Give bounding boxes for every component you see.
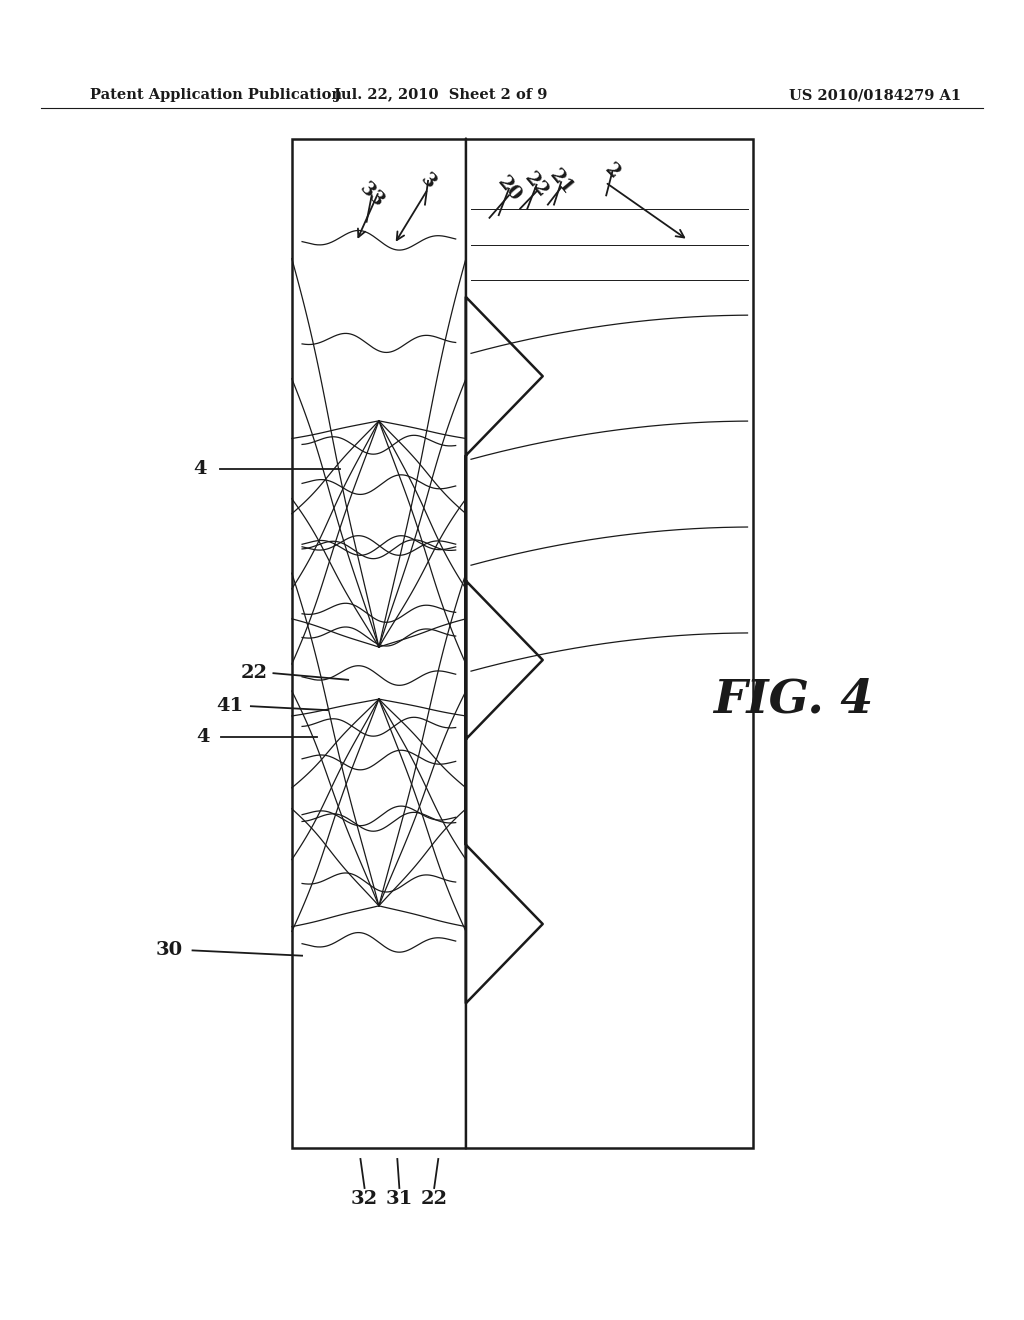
Bar <box>292 139 753 1148</box>
Text: 4: 4 <box>196 727 210 746</box>
Text: 30: 30 <box>156 941 182 960</box>
Text: 32: 32 <box>351 1189 378 1208</box>
Text: 21: 21 <box>546 166 577 198</box>
Text: 4: 4 <box>193 459 207 478</box>
Text: FIG. 4: FIG. 4 <box>714 677 873 722</box>
Text: 20: 20 <box>494 173 524 205</box>
Text: 31: 31 <box>386 1189 413 1208</box>
Text: 41: 41 <box>216 697 243 715</box>
Text: Jul. 22, 2010  Sheet 2 of 9: Jul. 22, 2010 Sheet 2 of 9 <box>334 88 547 102</box>
Text: 22: 22 <box>521 169 552 201</box>
Text: US 2010/0184279 A1: US 2010/0184279 A1 <box>790 88 962 102</box>
Text: 3: 3 <box>417 170 439 191</box>
Text: 33: 33 <box>355 180 388 211</box>
Text: 2: 2 <box>601 161 624 182</box>
Text: 22: 22 <box>241 664 267 682</box>
Text: Patent Application Publication: Patent Application Publication <box>90 88 342 102</box>
Text: 22: 22 <box>421 1189 447 1208</box>
